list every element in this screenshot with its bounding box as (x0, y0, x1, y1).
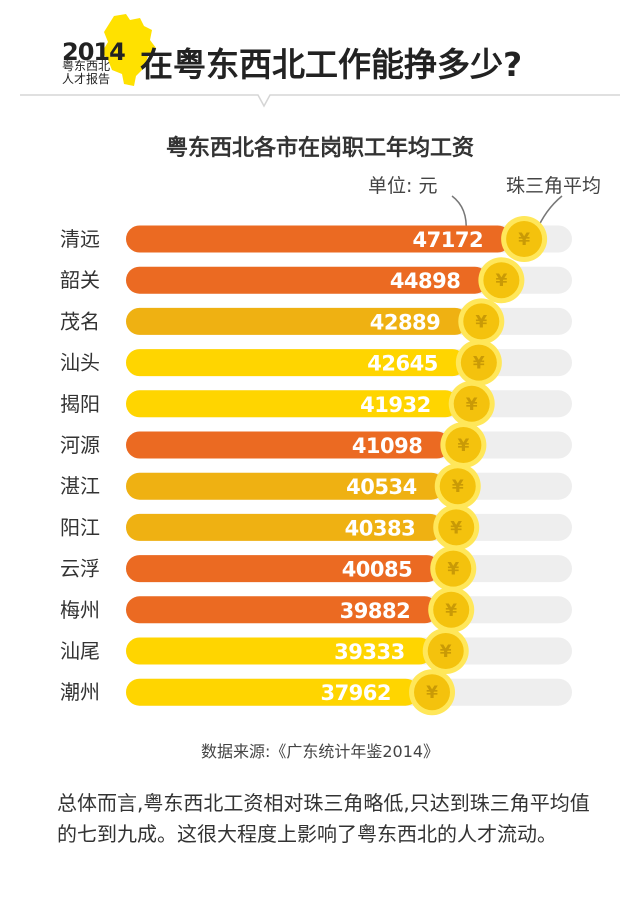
yuan-coin-icon: ¥ (440, 422, 487, 468)
coin-symbol: ¥ (518, 230, 530, 250)
yuan-coin-icon: ¥ (409, 669, 456, 716)
bar (126, 513, 444, 541)
coin-inner (460, 344, 497, 381)
yuan-coin-icon: ¥ (428, 586, 475, 633)
value-label: 47172 (413, 228, 484, 252)
bar (126, 390, 459, 418)
category-label: 云浮 (60, 557, 100, 581)
coin-inner (438, 509, 475, 546)
coin-inner (453, 385, 490, 422)
yuan-coin-icon: ¥ (458, 298, 505, 345)
bar (126, 307, 469, 335)
logo-line-1: 粤东西北 (62, 59, 111, 73)
coin-symbol: ¥ (445, 601, 457, 621)
coin-inner (463, 303, 500, 340)
coin-symbol: ¥ (457, 436, 469, 456)
reference-label: 珠三角平均 (506, 175, 602, 197)
yuan-coin-icon: ¥ (433, 504, 480, 551)
summary-text: 总体而言,粤东西北工资相对珠三角略低,只达到珠三角平均值的七到九成。这很大程度上… (57, 791, 590, 846)
coin-inner (435, 550, 472, 587)
logo-year: 2014 (62, 38, 126, 66)
value-label: 39333 (334, 640, 405, 664)
coin-inner (433, 591, 470, 628)
bar (126, 266, 489, 294)
bar (126, 637, 433, 665)
coin-inner (483, 262, 520, 299)
yuan-coin-icon: ¥ (430, 545, 477, 592)
coin-symbol: ¥ (475, 312, 487, 332)
coin-symbol: ¥ (495, 271, 507, 291)
category-label: 汕尾 (60, 639, 100, 663)
chart-title: 粤东西北各市在岗职工年均工资 (165, 136, 474, 161)
logo-line-2: 人才报告 (62, 72, 111, 86)
category-label: 茂名 (60, 309, 100, 333)
unit-label: 单位: 元 (368, 175, 438, 197)
bar (126, 555, 441, 583)
coin-inner (506, 221, 543, 257)
guangdong-map-icon (102, 14, 156, 86)
category-label: 阳江 (60, 515, 100, 539)
yuan-coin-icon: ¥ (448, 380, 495, 427)
value-label: 40534 (346, 475, 417, 499)
header-divider (20, 94, 620, 108)
value-label: 37962 (320, 681, 391, 705)
category-label: 河源 (60, 433, 100, 457)
coin-symbol: ¥ (447, 560, 459, 580)
category-label: 潮州 (60, 680, 100, 704)
header: 2014 粤东西北 人才报告 在粤东西北工作能挣多少? (0, 0, 640, 110)
value-label: 42645 (367, 352, 438, 376)
bar (126, 678, 420, 706)
category-label: 韶关 (60, 268, 100, 292)
value-label: 40383 (345, 516, 416, 540)
yuan-coin-icon: ¥ (455, 339, 502, 386)
bar (126, 225, 512, 253)
value-label: 39882 (340, 599, 411, 623)
category-label: 揭阳 (60, 392, 100, 416)
value-label: 42889 (370, 310, 441, 334)
coin-inner (427, 633, 464, 669)
category-label: 清远 (60, 227, 100, 251)
coin-symbol: ¥ (473, 354, 485, 374)
coin-symbol: ¥ (440, 642, 452, 662)
bar (126, 472, 445, 500)
source-note: 数据来源:《广东统计年鉴2014》 (200, 742, 440, 761)
coin-inner (439, 468, 476, 505)
category-label: 湛江 (60, 474, 100, 498)
value-label: 41098 (352, 434, 423, 458)
bar (126, 431, 451, 459)
coin-inner (445, 427, 482, 463)
yuan-coin-icon: ¥ (422, 628, 469, 674)
coin-symbol: ¥ (452, 477, 464, 497)
coin-symbol: ¥ (466, 395, 478, 415)
yuan-coin-icon: ¥ (434, 463, 481, 510)
bar (126, 349, 466, 377)
page-title: 在粤东西北工作能挣多少? (140, 45, 523, 84)
value-label: 40085 (342, 558, 413, 582)
value-label: 44898 (390, 269, 461, 293)
yuan-coin-icon: ¥ (501, 216, 548, 262)
bar (126, 596, 439, 624)
yuan-coin-icon: ¥ (478, 257, 525, 304)
value-label: 41932 (360, 393, 431, 417)
category-label: 梅州 (60, 598, 100, 622)
category-label: 汕头 (60, 351, 100, 375)
coin-symbol: ¥ (426, 683, 438, 703)
coin-symbol: ¥ (450, 518, 462, 538)
coin-inner (414, 674, 451, 711)
